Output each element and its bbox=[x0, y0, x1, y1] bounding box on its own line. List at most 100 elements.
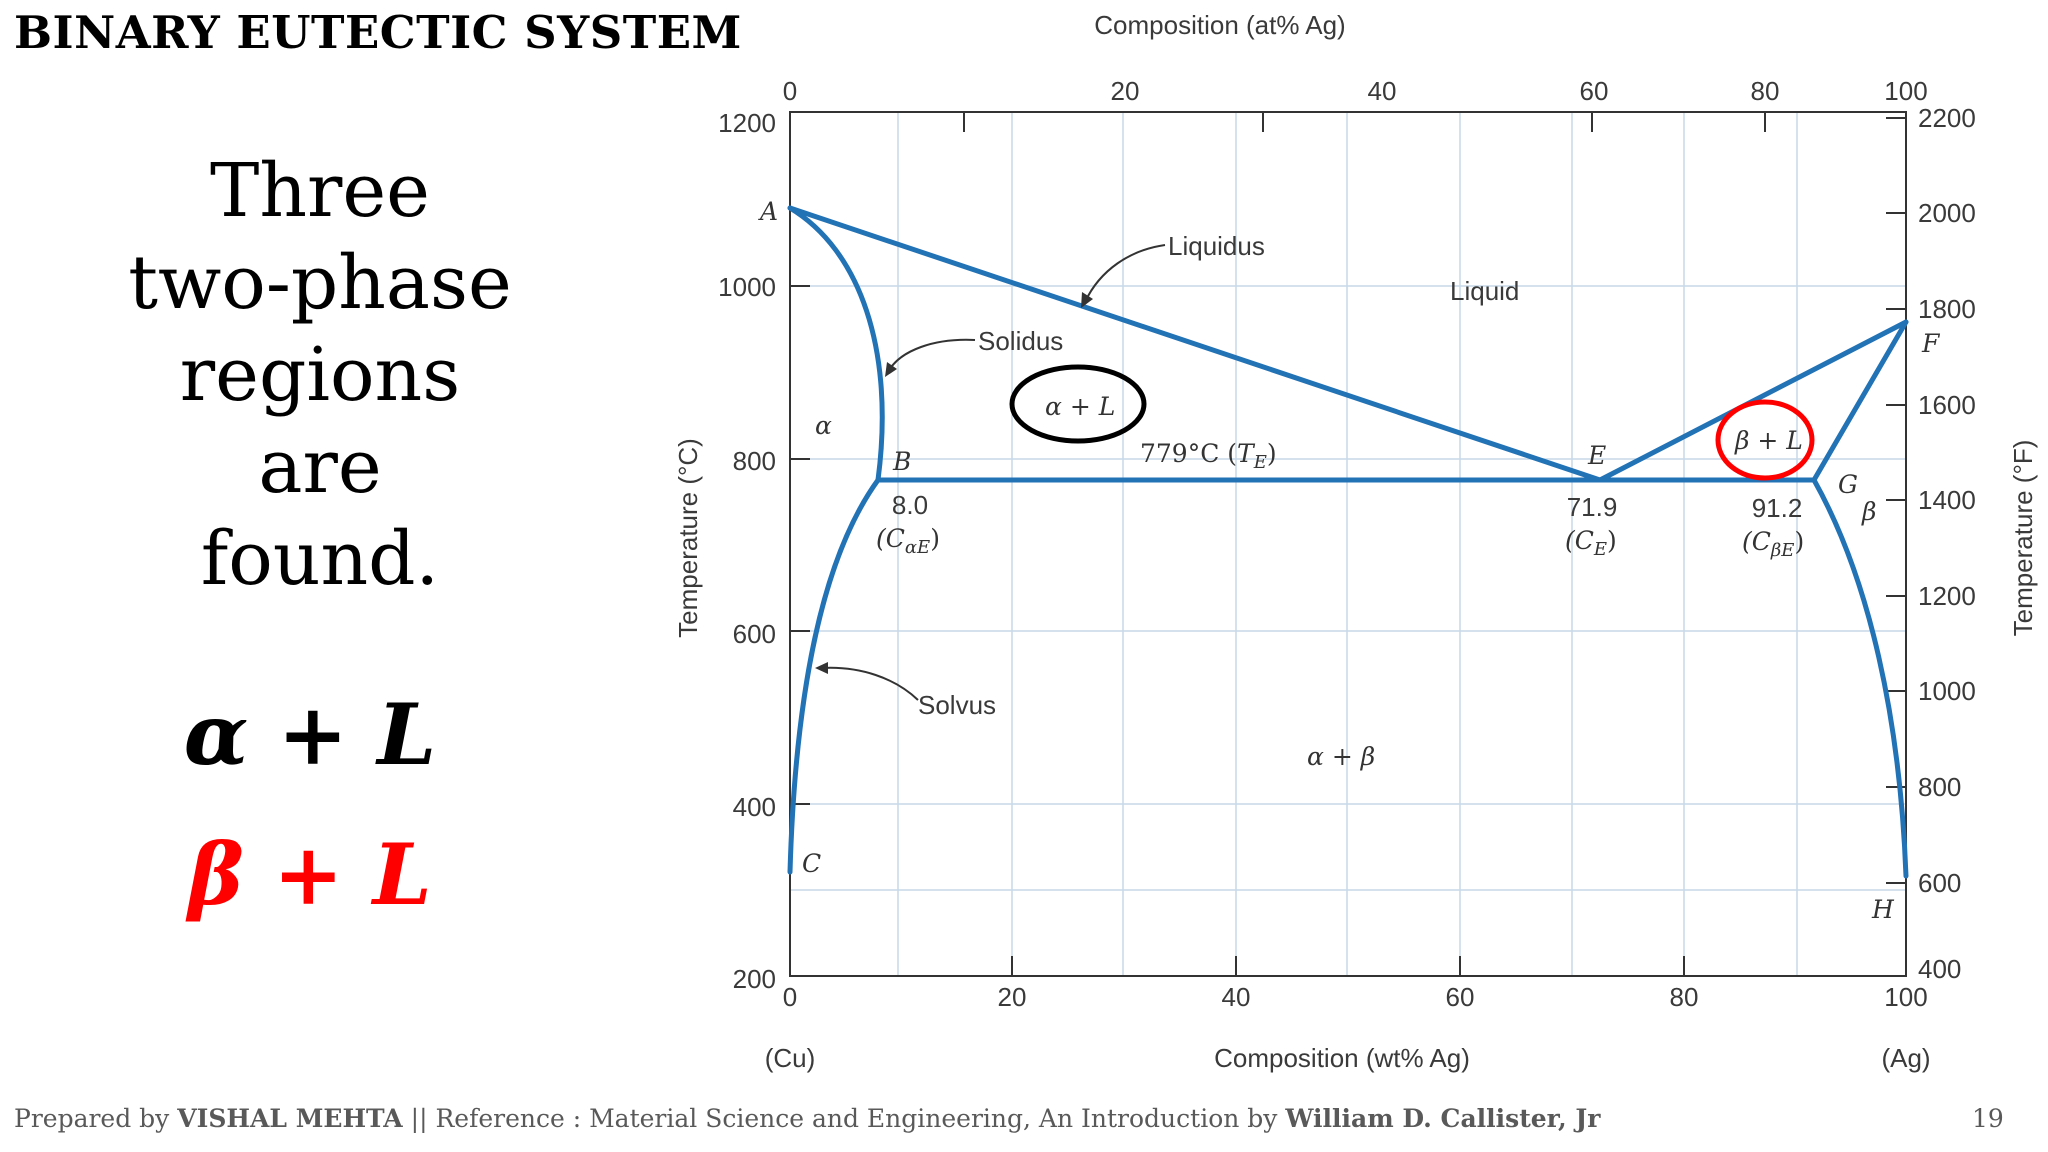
point-c-label: C bbox=[802, 849, 821, 878]
alpha-plus-liquid-highlight bbox=[1009, 364, 1147, 444]
left-tick-label: 200 bbox=[733, 964, 776, 994]
alpha-region-label: α bbox=[815, 411, 832, 440]
top-tick-label: 0 bbox=[783, 76, 797, 106]
alpha-solvus-curve bbox=[787, 477, 881, 875]
beta-plus-liquid-highlight bbox=[1715, 399, 1815, 481]
beta-plus-liquid-equation: β + L bbox=[188, 825, 432, 924]
g-symbol-close: ) bbox=[1794, 527, 1804, 556]
beta-solidus-line bbox=[1811, 319, 1909, 483]
solidus-arrow-head bbox=[885, 362, 897, 377]
alpha-plus-liquid-label: α + L bbox=[1045, 392, 1115, 421]
slide-title: BINARY EUTECTIC SYSTEM bbox=[14, 6, 742, 59]
grid-lines bbox=[789, 112, 1906, 976]
top-tick-label: 80 bbox=[1751, 76, 1780, 106]
beta-plus-liquid-label: β + L bbox=[1734, 426, 1803, 455]
plot-frame bbox=[789, 111, 1907, 977]
solvus-arrow bbox=[821, 666, 919, 701]
right-tick-label: 2200 bbox=[1918, 103, 1976, 133]
axis-ticks bbox=[789, 112, 1907, 976]
bottom-tick-label: 80 bbox=[1670, 982, 1699, 1012]
point-h-label: H bbox=[1871, 895, 1895, 924]
e-symbol-open: (C bbox=[1565, 526, 1594, 555]
right-axis-label: Temperature (°F) bbox=[2008, 440, 2038, 637]
solvus-arrow-head bbox=[815, 662, 828, 674]
eutectic-temp-text: 779°C ( bbox=[1140, 439, 1237, 468]
right-tick-label: 1600 bbox=[1918, 390, 1976, 420]
bottom-tick-label: 40 bbox=[1222, 982, 1251, 1012]
eutectic-temperature-label: 779°C (TE) bbox=[1140, 439, 1277, 473]
liquidus-arrow-head bbox=[1081, 292, 1093, 308]
footer-book-author: William D. Callister, Jr bbox=[1285, 1104, 1601, 1133]
bottom-tick-label: 60 bbox=[1446, 982, 1475, 1012]
eutectic-temp-symbol: T bbox=[1237, 439, 1256, 468]
top-tick-label: 60 bbox=[1580, 76, 1609, 106]
statement-line: regions bbox=[179, 332, 461, 418]
top-tick-label: 40 bbox=[1368, 76, 1397, 106]
left-tick-label: 1000 bbox=[718, 272, 776, 302]
right-tick-label: 600 bbox=[1918, 868, 1961, 898]
right-tick-label: 1400 bbox=[1918, 485, 1976, 515]
statement-line: found. bbox=[200, 516, 440, 602]
top-tick-label: 20 bbox=[1111, 76, 1140, 106]
statement-line: are bbox=[258, 424, 382, 510]
right-tick-label: 1000 bbox=[1918, 676, 1976, 706]
point-a-label: A bbox=[758, 197, 778, 226]
solvus-label: Solvus bbox=[918, 690, 996, 720]
bottom-tick-labels: 0 20 40 60 80 100 bbox=[783, 982, 1928, 1012]
point-e-label: E bbox=[1587, 441, 1606, 470]
b-symbol-subscript: αE bbox=[905, 537, 930, 558]
liquid-region-label: Liquid bbox=[1450, 276, 1519, 306]
e-symbol-close: ) bbox=[1607, 526, 1617, 555]
footer-reference: || Reference : Material Science and Engi… bbox=[410, 1104, 1278, 1133]
beta-region-label: β bbox=[1861, 497, 1876, 526]
left-tick-label: 1200 bbox=[718, 108, 776, 138]
b-composition-value: 8.0 bbox=[892, 490, 928, 520]
right-tick-label: 400 bbox=[1918, 954, 1961, 984]
right-tick-labels: 2200 2000 1800 1600 1400 1200 1000 800 6… bbox=[1918, 103, 1976, 984]
g-composition-symbol: (CβE) bbox=[1742, 527, 1804, 561]
g-symbol-subscript: βE bbox=[1770, 540, 1795, 561]
right-end-label: (Ag) bbox=[1881, 1043, 1930, 1073]
eutectic-temp-subscript: E bbox=[1253, 452, 1267, 473]
b-symbol-open: (C bbox=[876, 524, 905, 553]
eutectic-temp-close: ) bbox=[1267, 439, 1277, 468]
right-tick-label: 1200 bbox=[1918, 581, 1976, 611]
beta-solvus-curve bbox=[1811, 477, 1909, 879]
point-f-label: F bbox=[1921, 329, 1941, 358]
top-axis-label: Composition (at% Ag) bbox=[1094, 10, 1345, 40]
bottom-tick-label: 0 bbox=[783, 982, 797, 1012]
phase-boundaries bbox=[787, 205, 1909, 879]
left-end-label: (Cu) bbox=[765, 1043, 816, 1073]
left-axis-label: Temperature (°C) bbox=[673, 438, 703, 638]
right-tick-label: 2000 bbox=[1918, 198, 1976, 228]
footer-author: VISHAL MEHTA bbox=[177, 1104, 403, 1133]
alpha-plus-liquid-equation: α + L bbox=[183, 685, 437, 784]
liquidus-label: Liquidus bbox=[1168, 231, 1265, 261]
point-g-label: G bbox=[1838, 470, 1858, 499]
bottom-axis-label: Composition (wt% Ag) bbox=[1214, 1043, 1470, 1073]
left-tick-label: 400 bbox=[733, 792, 776, 822]
bottom-tick-label: 20 bbox=[998, 982, 1027, 1012]
page-number: 19 bbox=[1972, 1104, 2004, 1133]
right-tick-label: 1800 bbox=[1918, 294, 1976, 324]
solidus-label: Solidus bbox=[978, 326, 1063, 356]
g-composition-value: 91.2 bbox=[1752, 493, 1803, 523]
e-composition-symbol: (CE) bbox=[1565, 526, 1617, 560]
e-symbol-subscript: E bbox=[1593, 539, 1607, 560]
e-composition-value: 71.9 bbox=[1567, 492, 1618, 522]
left-tick-label: 600 bbox=[733, 619, 776, 649]
left-tick-label: 800 bbox=[733, 446, 776, 476]
left-tick-labels: 1200 1000 800 600 400 200 bbox=[718, 108, 776, 994]
statement-line: two-phase bbox=[128, 240, 512, 326]
alpha-plus-beta-label: α + β bbox=[1307, 742, 1375, 771]
annotation-arrows bbox=[821, 244, 1166, 701]
point-b-label: B bbox=[892, 447, 911, 476]
slide-footer: Prepared by VISHAL MEHTA || Reference : … bbox=[14, 1104, 1600, 1133]
liquidus-arrow bbox=[1084, 244, 1166, 303]
g-symbol-open: (C bbox=[1742, 527, 1771, 556]
b-symbol-close: ) bbox=[930, 524, 940, 553]
statement-line: Three bbox=[210, 148, 430, 234]
alpha-solidus-curve bbox=[787, 205, 885, 483]
phase-region-statement: Three two-phase regions are found. bbox=[60, 145, 580, 605]
